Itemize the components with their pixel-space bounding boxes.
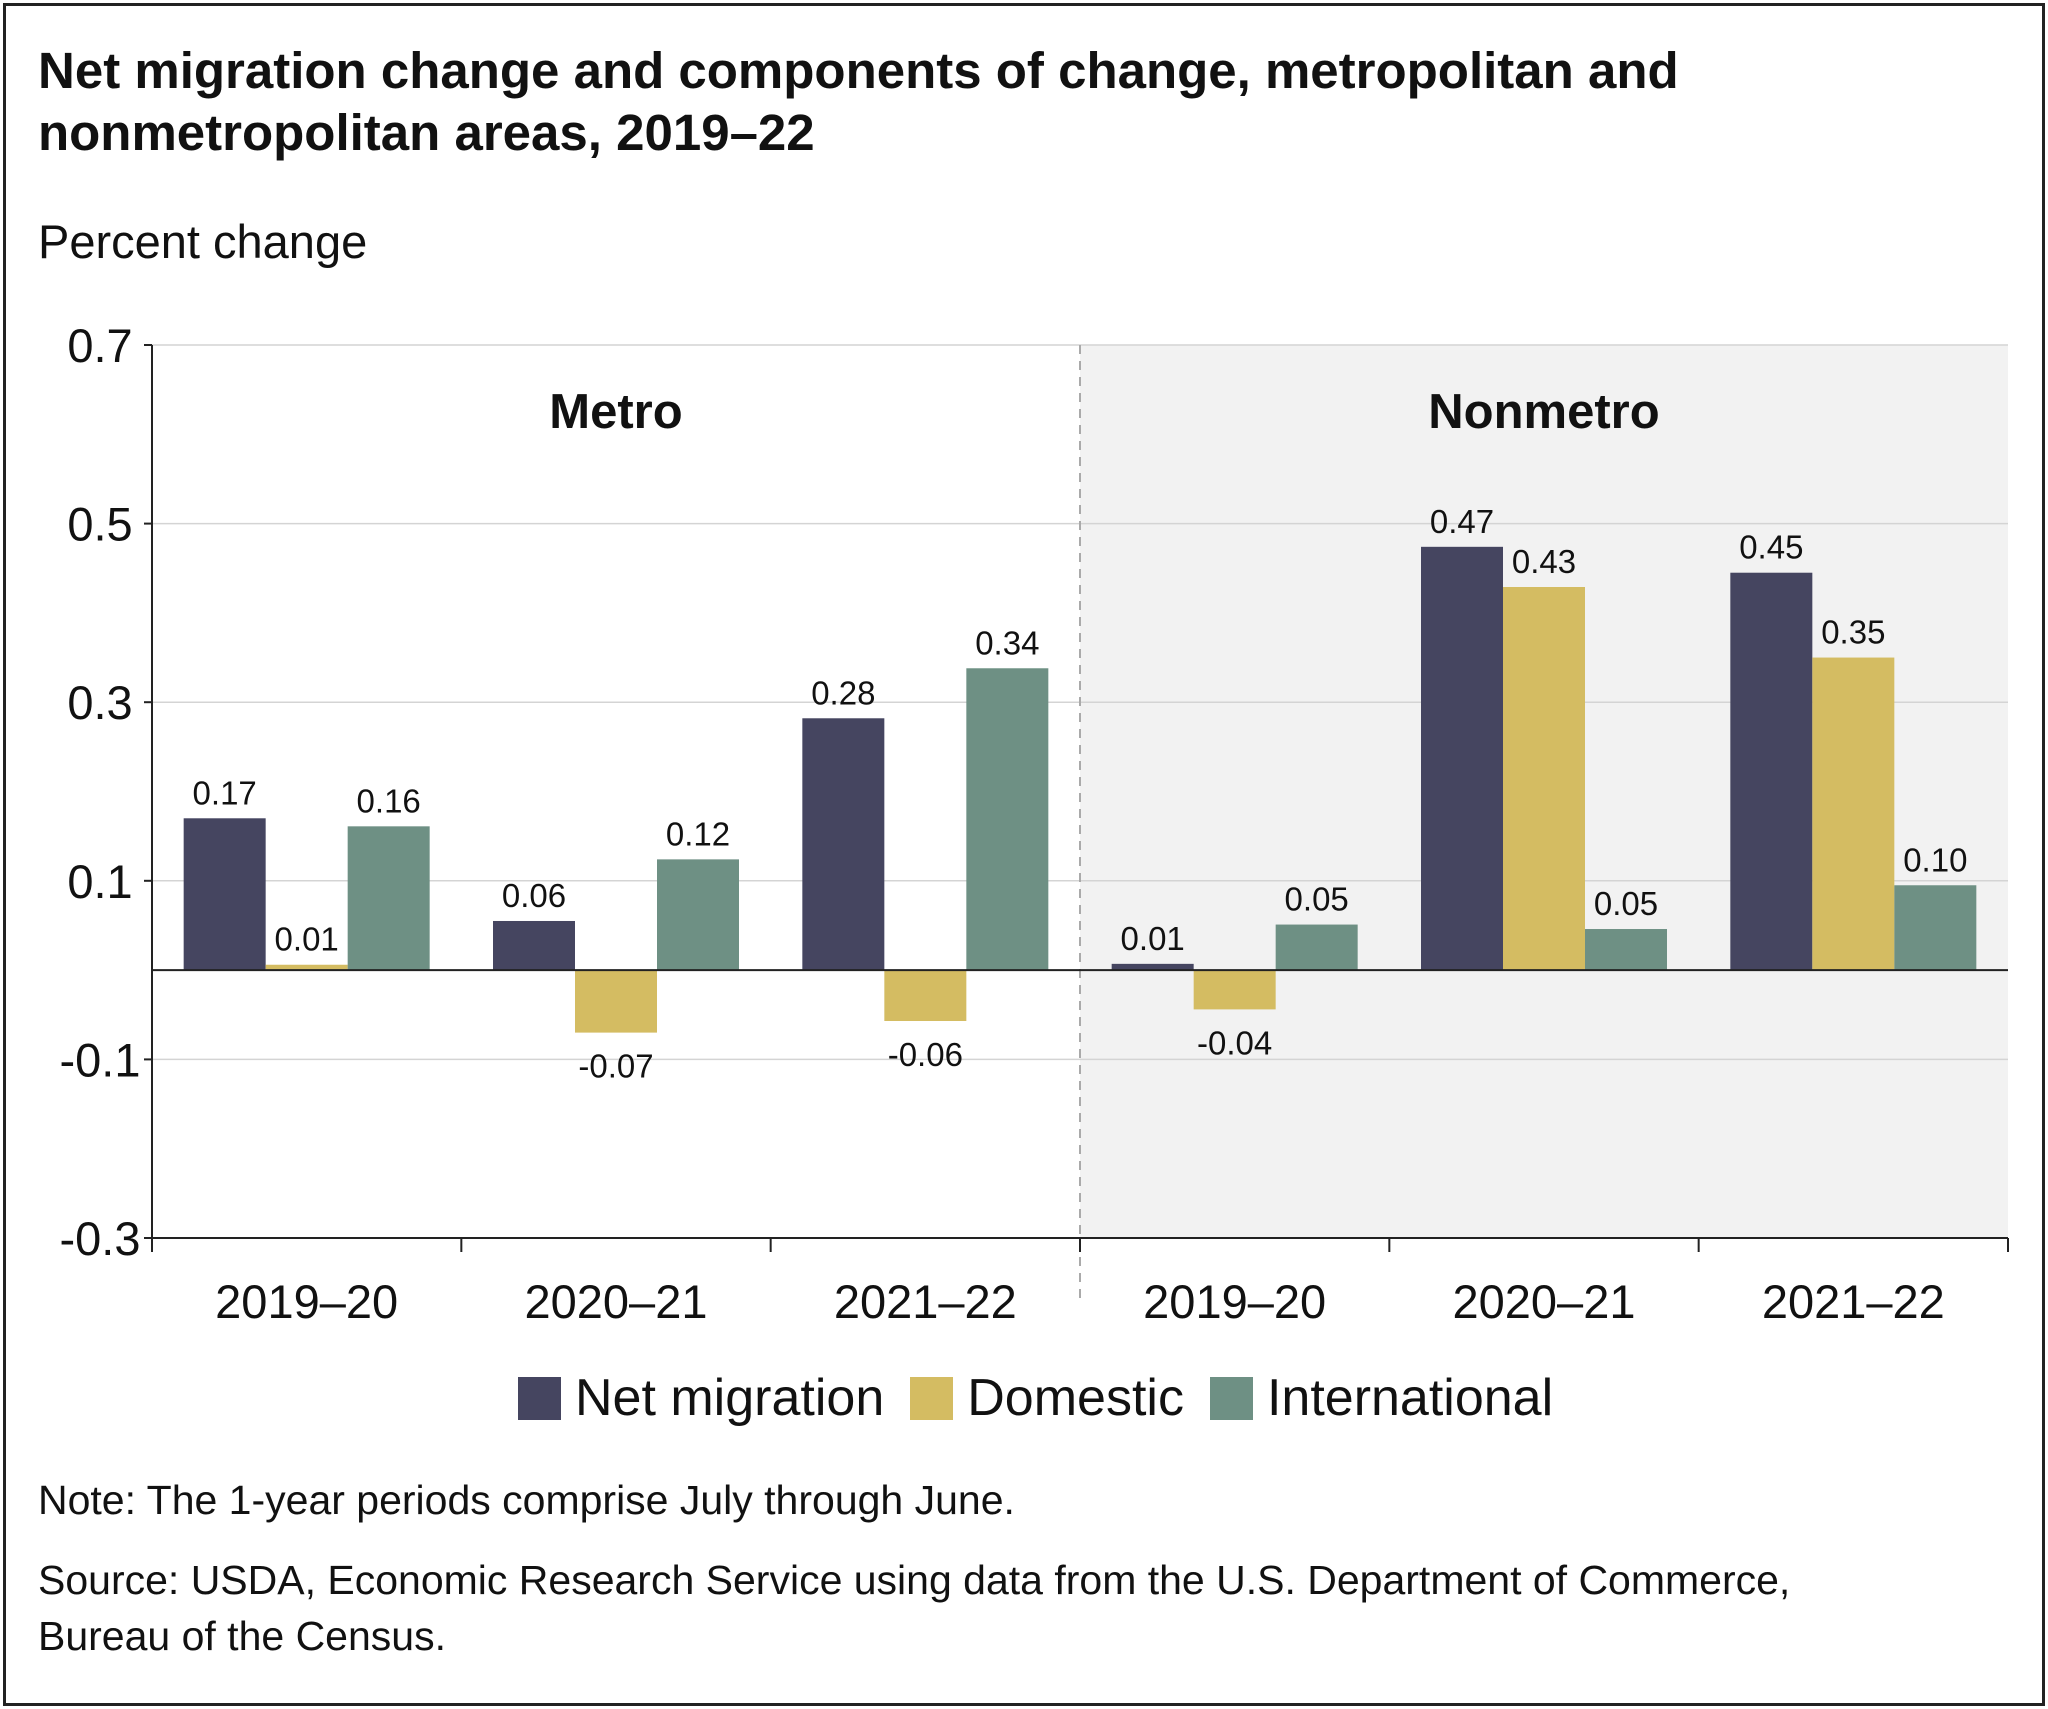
legend-swatch-domestic xyxy=(910,1376,954,1420)
data-label-domestic: -0.04 xyxy=(1197,1024,1272,1061)
y-axis-unit-label: Percent change xyxy=(38,215,368,268)
bar-domestic xyxy=(575,970,657,1033)
data-label-net-migration: 0.06 xyxy=(502,877,566,914)
bar-international xyxy=(1894,885,1977,971)
bar-net-migration xyxy=(1421,546,1503,971)
bar-net-migration xyxy=(493,920,575,971)
data-label-international: 0.10 xyxy=(1903,841,1967,878)
legend-label-net-migration: Net migration xyxy=(575,1369,885,1427)
y-tick-label: 0.3 xyxy=(67,676,132,729)
legend-swatch-international xyxy=(1209,1376,1253,1420)
y-tick-label: 0.1 xyxy=(67,855,132,908)
bar-international xyxy=(1585,929,1667,971)
data-label-domestic: -0.07 xyxy=(578,1048,653,1085)
legend-item-domestic: Domestic xyxy=(910,1368,1184,1428)
data-label-domestic: -0.06 xyxy=(888,1036,963,1073)
data-label-international: 0.16 xyxy=(357,782,421,819)
data-label-international: 0.34 xyxy=(975,624,1039,661)
legend-item-international: International xyxy=(1209,1368,1554,1428)
bar-international xyxy=(966,668,1049,971)
x-category-label: 2019–20 xyxy=(215,1275,398,1328)
data-label-domestic: 0.43 xyxy=(1512,543,1576,580)
bar-net-migration xyxy=(1111,963,1194,971)
y-tick-label: 0.7 xyxy=(67,319,132,372)
chart-source: Source: USDA, Economic Research Service … xyxy=(38,1557,1791,1659)
data-label-net-migration: 0.28 xyxy=(811,674,875,711)
legend-label-domestic: Domestic xyxy=(967,1369,1184,1427)
bar-domestic xyxy=(1503,587,1585,971)
legend-label-international: International xyxy=(1266,1369,1554,1427)
chart-note: Note: The 1-year periods comprise July t… xyxy=(38,1477,1015,1523)
group-label-nonmetro: Nonmetro xyxy=(1428,385,1659,439)
bar-domestic xyxy=(1812,657,1895,971)
y-tick-label: 0.5 xyxy=(67,498,132,551)
bar-chart: -0.3 -0.1 0.1 0.3 0.5 0.7 Metro 0.17 0.01 0.16 201… xyxy=(60,319,2009,1328)
group-label-metro: Metro xyxy=(549,385,682,439)
data-label-international: 0.12 xyxy=(666,815,730,852)
bar-domestic xyxy=(1193,970,1276,1010)
legend-item-net-migration: Net migration xyxy=(518,1368,884,1428)
bar-international xyxy=(657,859,739,971)
bar-international xyxy=(1275,924,1358,971)
data-label-net-migration: 0.45 xyxy=(1739,529,1803,566)
y-tick-label: -0.3 xyxy=(60,1212,141,1265)
bar-international xyxy=(347,826,430,971)
bar-net-migration xyxy=(802,718,885,971)
data-label-international: 0.05 xyxy=(1594,885,1658,922)
x-category-label: 2020–21 xyxy=(525,1275,708,1328)
legend-swatch-net-migration xyxy=(518,1376,561,1420)
data-label-international: 0.05 xyxy=(1285,881,1349,918)
bar-net-migration xyxy=(183,818,266,971)
data-label-net-migration: 0.47 xyxy=(1430,503,1494,540)
bar-net-migration xyxy=(1730,572,1813,971)
x-category-label: 2021–22 xyxy=(834,1275,1017,1328)
data-label-net-migration: 0.01 xyxy=(1121,920,1185,957)
bar-domestic xyxy=(265,964,348,971)
x-category-label: 2021–22 xyxy=(1762,1275,1945,1328)
chart-title: Net migration change and components of c… xyxy=(38,42,1679,161)
x-category-label: 2020–21 xyxy=(1453,1275,1636,1328)
y-tick-label: -0.1 xyxy=(60,1033,141,1086)
data-label-net-migration: 0.17 xyxy=(193,774,257,811)
data-label-domestic: 0.35 xyxy=(1821,614,1885,651)
chart-legend: Net migration Domestic International xyxy=(518,1368,1579,1428)
x-category-label: 2019–20 xyxy=(1143,1275,1326,1328)
bar-domestic xyxy=(884,970,967,1022)
data-label-domestic: 0.01 xyxy=(275,921,339,958)
